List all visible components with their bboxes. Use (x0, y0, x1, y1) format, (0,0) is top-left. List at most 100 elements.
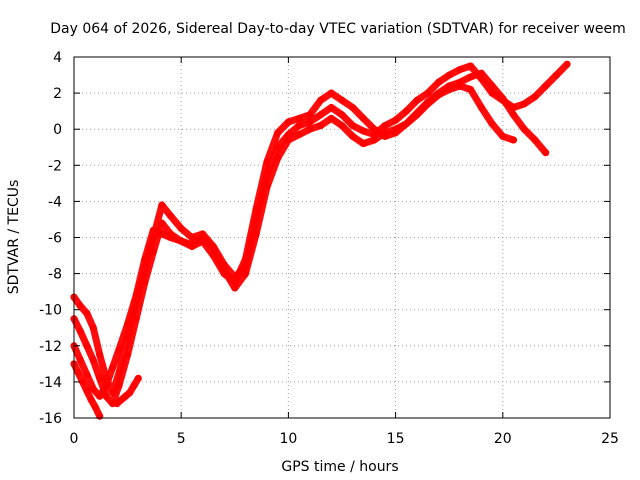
y-tick-label: 2 (53, 86, 62, 102)
data-point (109, 364, 117, 371)
y-tick-label: -8 (48, 267, 62, 283)
data-point (115, 382, 123, 389)
data-point (252, 205, 260, 213)
y-tick-label: -6 (48, 231, 62, 247)
data-point (542, 149, 550, 157)
data-point (563, 60, 571, 68)
data-point (370, 125, 378, 133)
data-point (392, 129, 400, 137)
data-point (359, 127, 367, 135)
data-point (141, 255, 149, 263)
data-point (263, 158, 271, 166)
x-tick-label: 15 (387, 431, 405, 447)
data-point (499, 95, 507, 102)
data-point (359, 114, 367, 122)
data-point (349, 104, 357, 111)
data-point (338, 111, 346, 119)
data-point (134, 374, 142, 382)
data-point (167, 234, 174, 241)
data-point (467, 62, 475, 70)
data-point (158, 219, 166, 227)
data-point (327, 104, 335, 111)
data-point (96, 351, 104, 359)
data-point (242, 255, 249, 263)
data-point (531, 136, 539, 144)
data-point (435, 89, 442, 97)
data-point (83, 342, 91, 350)
data-point (467, 86, 475, 93)
data-point (89, 385, 97, 393)
data-point (488, 82, 496, 90)
data-point (96, 392, 104, 400)
data-point (149, 226, 157, 234)
data-point (392, 116, 400, 124)
data-point (306, 118, 314, 126)
data-point (435, 78, 442, 86)
data-point (274, 129, 282, 137)
data-point (338, 96, 346, 104)
chart-title: Day 064 of 2026, Sidereal Day-to-day VTE… (50, 21, 626, 37)
data-point (263, 183, 271, 191)
data-point (520, 100, 528, 108)
data-point (552, 71, 560, 79)
data-point (317, 122, 325, 130)
data-point (102, 382, 110, 389)
data-point (188, 234, 196, 241)
data-point (327, 89, 335, 97)
data-point (177, 225, 185, 232)
data-point (124, 351, 132, 359)
data-point (199, 237, 207, 245)
data-point (79, 378, 87, 386)
data-point (158, 201, 166, 209)
axes: 0 5 10 15 20 25 -16 -14 -12 -10 -8 -6 -4 -2 0 2 4 (39, 50, 619, 447)
data-point (89, 324, 97, 332)
data-point (76, 356, 84, 364)
x-tick-label: 20 (494, 431, 512, 447)
data-point (445, 71, 453, 79)
data-point (381, 132, 389, 140)
data-point (284, 136, 292, 144)
data-point (177, 237, 185, 245)
data-point (477, 69, 485, 77)
y-tick-label: -2 (48, 158, 62, 174)
plot-area (70, 60, 571, 420)
data-point (359, 140, 367, 148)
y-tick-label: -16 (39, 411, 62, 427)
data-point (274, 154, 282, 162)
data-point (402, 107, 410, 115)
data-point (149, 248, 157, 256)
data-point (76, 327, 84, 335)
data-point (349, 122, 357, 130)
data-point (284, 118, 292, 126)
data-point (295, 122, 303, 130)
data-point (413, 96, 421, 104)
series-arc-3 (70, 69, 550, 400)
x-axis-label: GPS time / hours (281, 459, 398, 475)
data-point (381, 122, 389, 130)
data-point (317, 111, 325, 119)
data-point (370, 136, 378, 144)
data-point (220, 270, 228, 278)
data-point (89, 356, 97, 364)
series-arc-5 (113, 374, 142, 408)
x-tick-label: 25 (601, 431, 619, 447)
data-point (424, 89, 432, 97)
data-point (96, 374, 104, 382)
data-point (402, 120, 410, 128)
data-point (132, 291, 140, 299)
y-tick-label: -12 (39, 339, 62, 355)
data-point (456, 78, 464, 86)
data-point (76, 302, 84, 310)
data-point (295, 114, 303, 122)
y-tick-label: 4 (53, 50, 62, 66)
data-point (306, 125, 314, 133)
data-point (130, 382, 138, 389)
data-point (83, 309, 91, 317)
data-point (96, 412, 104, 420)
y-tick-label: -4 (48, 194, 62, 210)
y-axis-label: SDTVAR / TECUs (6, 180, 22, 295)
data-point (510, 136, 517, 144)
data-point (488, 120, 496, 128)
data-point (510, 111, 517, 119)
data-point (83, 371, 91, 379)
